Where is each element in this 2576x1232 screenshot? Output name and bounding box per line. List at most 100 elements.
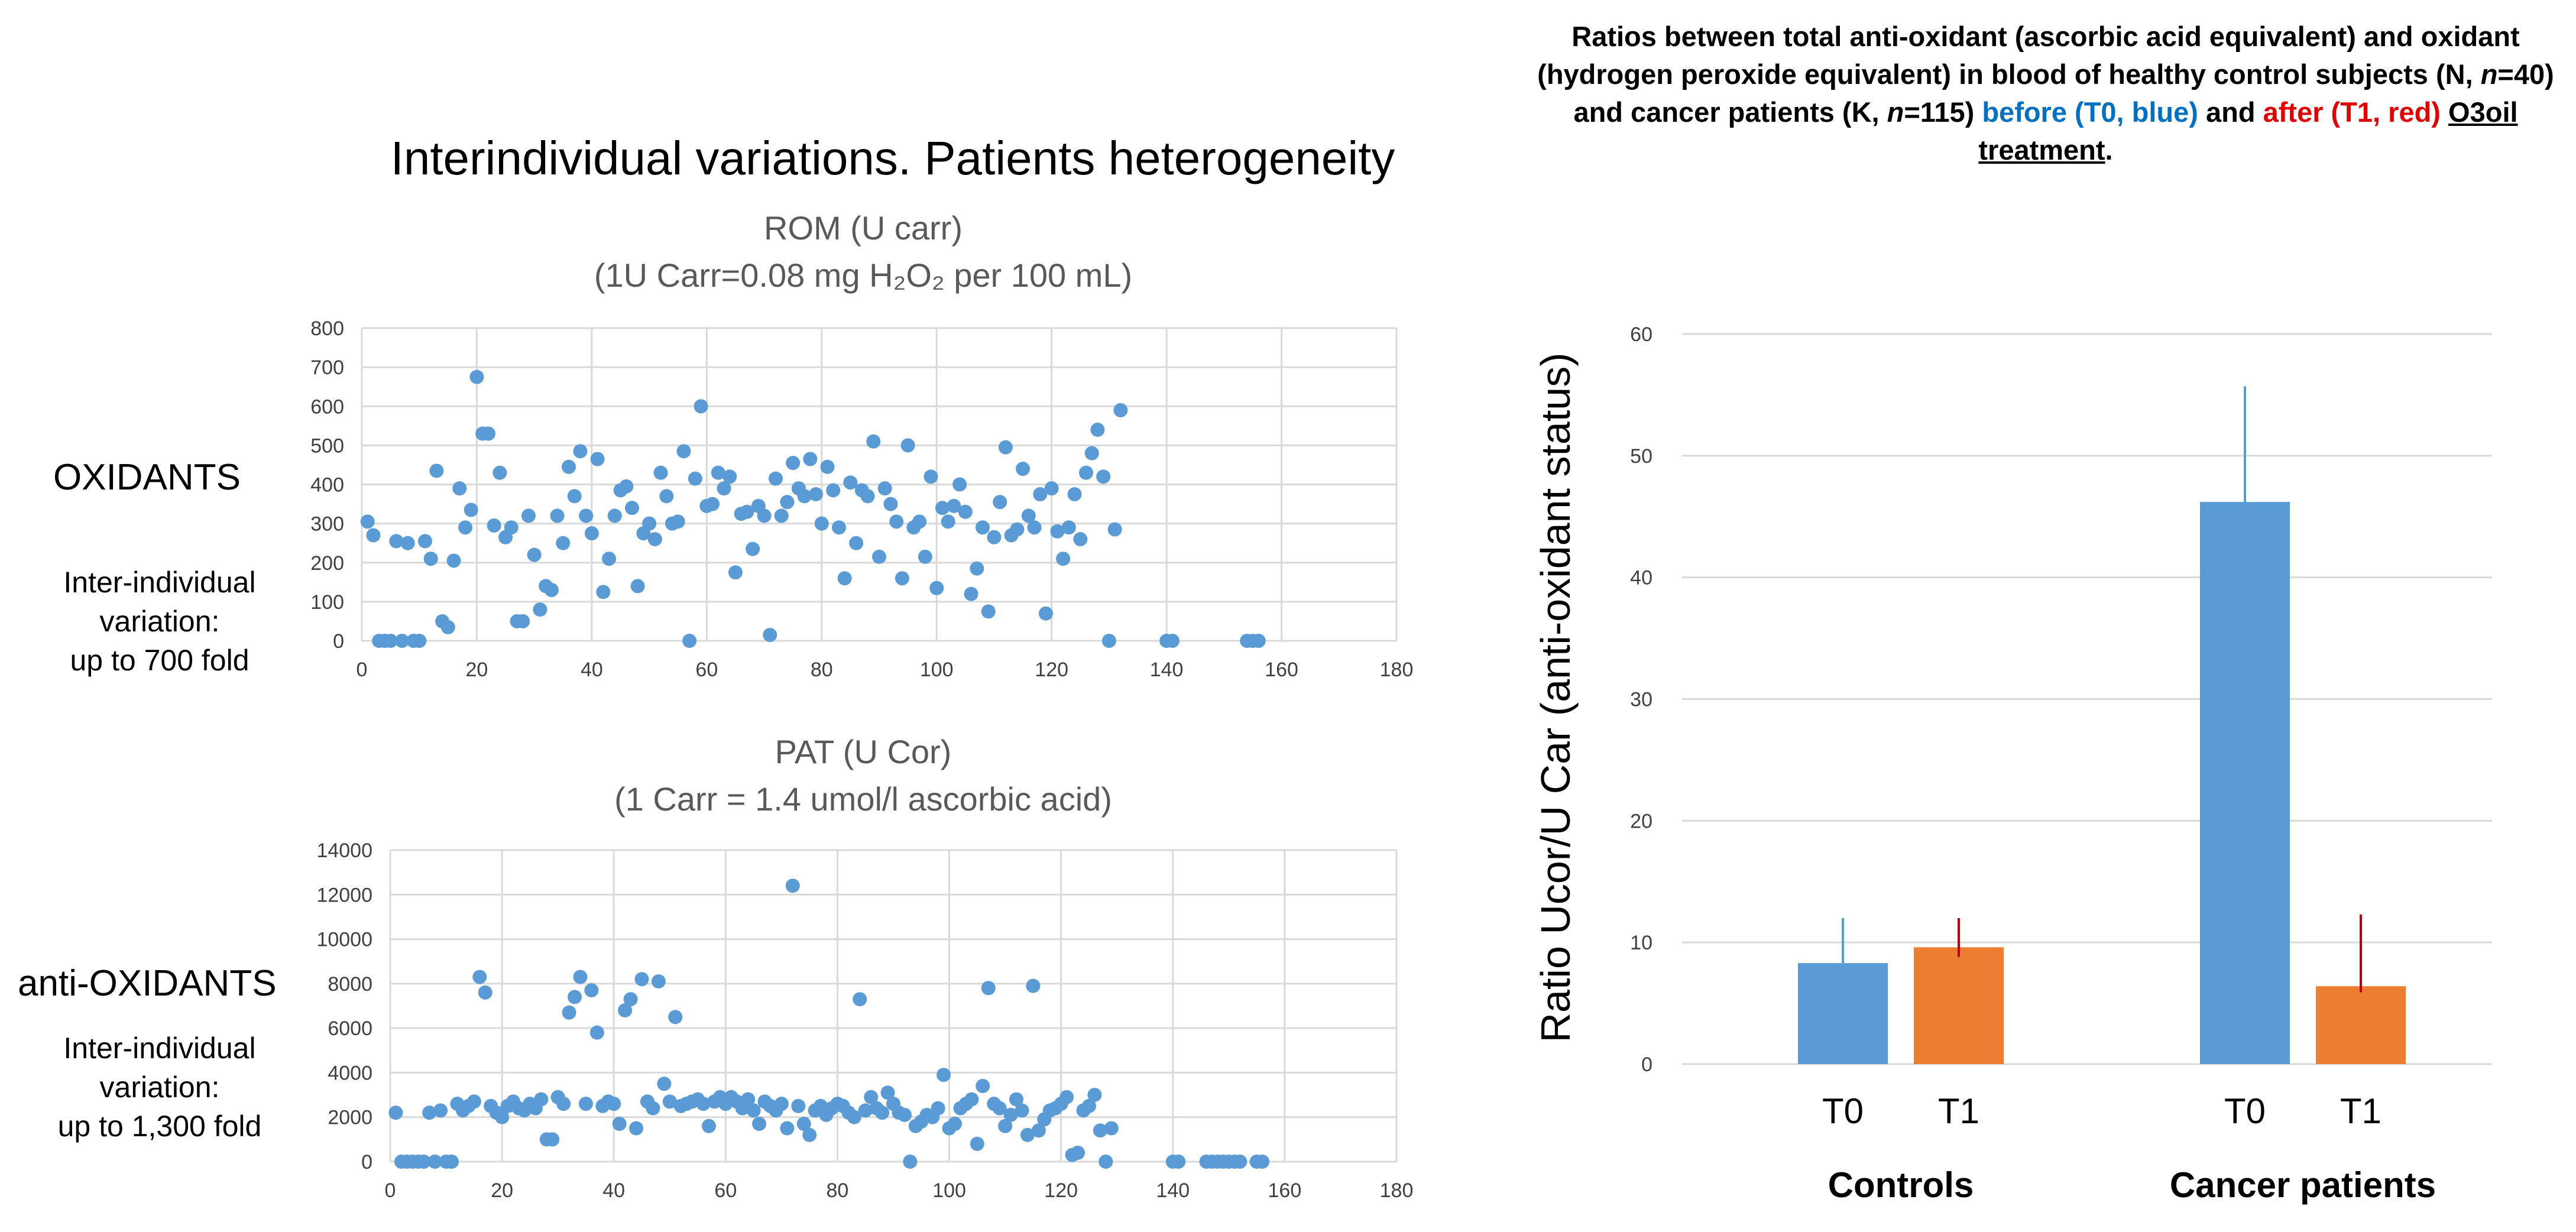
rom-point (935, 501, 950, 516)
pat-point (1104, 1121, 1119, 1136)
pat-point (1031, 1123, 1046, 1138)
ratio-ytick-label: 20 (1630, 810, 1652, 832)
rom-point (866, 434, 881, 449)
rom-point (694, 399, 708, 414)
rom-xtick-label: 80 (811, 659, 833, 681)
rom-point (1027, 520, 1042, 535)
pat-point (1015, 1103, 1029, 1118)
rom-point (602, 552, 617, 566)
ratio-ytick-label: 60 (1630, 323, 1652, 346)
oxidants-note-line-2: variation: (99, 605, 220, 638)
rom-point (958, 504, 973, 519)
ratio-bar-t0 (2200, 502, 2290, 1064)
rom-point (389, 534, 404, 549)
pat-point (472, 970, 487, 984)
pat-point (864, 1090, 879, 1104)
rom-point (809, 487, 824, 502)
pat-point (668, 1010, 683, 1024)
pat-point (388, 1105, 403, 1120)
pat-xtick-label: 140 (1156, 1179, 1190, 1202)
rom-xtick-label: 0 (357, 659, 368, 681)
rom-point (383, 634, 398, 648)
rom-point (550, 508, 565, 523)
rom-point (900, 438, 915, 453)
oxidants-note-line-3: up to 700 fold (70, 644, 250, 677)
rom-point (521, 508, 536, 523)
pat-point (774, 1097, 789, 1111)
pat-point (992, 1101, 1007, 1116)
pat-point (662, 1094, 677, 1109)
ratio-bar-chart: 0 10 20 30 40 50 60 Ratio Ucor/U Car (anti-oxid… (1532, 323, 2492, 1205)
pat-ytick-label: 6000 (328, 1017, 372, 1040)
pat-ytick-label: 0 (361, 1151, 372, 1173)
rom-point (929, 581, 944, 595)
pat-point (853, 992, 867, 1007)
title-treatment-underlined: O3oil treatment (1978, 96, 2518, 166)
pat-ytick-label: 12000 (316, 884, 372, 906)
rom-point (918, 549, 932, 564)
rom-point (998, 440, 1013, 455)
rom-point (976, 520, 990, 535)
ratio-chart-title: Ratios between total anti-oxidant (ascor… (1537, 18, 2554, 169)
rom-point (877, 481, 892, 496)
pat-ytick-label: 10000 (316, 929, 372, 951)
rom-point (487, 518, 501, 533)
ratio-bar-label: T1 (2340, 1091, 2381, 1131)
pat-point (931, 1101, 945, 1116)
rom-point (429, 463, 444, 478)
pat-point (422, 1105, 437, 1120)
pat-point (589, 1025, 604, 1040)
rom-point (464, 502, 478, 517)
pat-point (875, 1105, 890, 1120)
rom-point (831, 520, 846, 535)
rom-point (912, 514, 927, 529)
rom-point (883, 497, 898, 511)
rom-point (562, 459, 576, 474)
rom-point (728, 565, 743, 580)
pat-point (791, 1098, 806, 1113)
pat-point (646, 1101, 660, 1116)
pat-point (746, 1103, 761, 1118)
pat-point (1093, 1123, 1107, 1138)
rom-point (579, 508, 594, 523)
pat-point (657, 1077, 672, 1091)
rom-point (458, 520, 472, 535)
pat-point (1071, 1145, 1086, 1160)
rom-point (803, 452, 818, 466)
pat-point (651, 974, 666, 989)
rom-point (1033, 487, 1048, 502)
rom-point (1079, 465, 1093, 480)
rom-point (446, 553, 461, 568)
title-part-1: Ratios between total anti-oxidant (ascor… (1537, 21, 2520, 90)
rom-xtick-label: 120 (1035, 659, 1068, 681)
pat-point (1171, 1155, 1186, 1169)
rom-point (682, 634, 697, 648)
rom-ytick-label: 800 (310, 317, 344, 340)
rom-xtick-label: 180 (1380, 659, 1414, 681)
ratio-bar-label: T0 (1822, 1091, 1864, 1131)
title-before-blue: before (T0, blue) (1982, 96, 2198, 128)
rom-point (492, 465, 507, 480)
pat-xtick-label: 180 (1380, 1179, 1414, 1202)
rom-point (981, 604, 996, 619)
pat-xtick-label: 100 (932, 1179, 966, 1202)
ratio-group-label: Cancer patients (2170, 1165, 2436, 1205)
rom-point (533, 602, 547, 617)
rom-ytick-label: 300 (310, 513, 344, 536)
ratio-group-label: Controls (1828, 1165, 1974, 1205)
pat-point (466, 1094, 481, 1109)
title-and: and (2198, 96, 2263, 128)
pat-point (1020, 1127, 1035, 1142)
rom-point (516, 614, 530, 628)
rom-point (774, 508, 789, 523)
rom-point (1010, 522, 1025, 537)
antioxidants-note-line-2: variation: (99, 1071, 220, 1104)
rom-point (1107, 522, 1122, 537)
rom-point (820, 459, 835, 474)
rom-point (964, 586, 978, 601)
pat-point (701, 1118, 716, 1133)
rom-point (740, 504, 754, 519)
pat-point (696, 1097, 711, 1111)
rom-point (504, 520, 519, 535)
rom-point (1101, 634, 1116, 648)
